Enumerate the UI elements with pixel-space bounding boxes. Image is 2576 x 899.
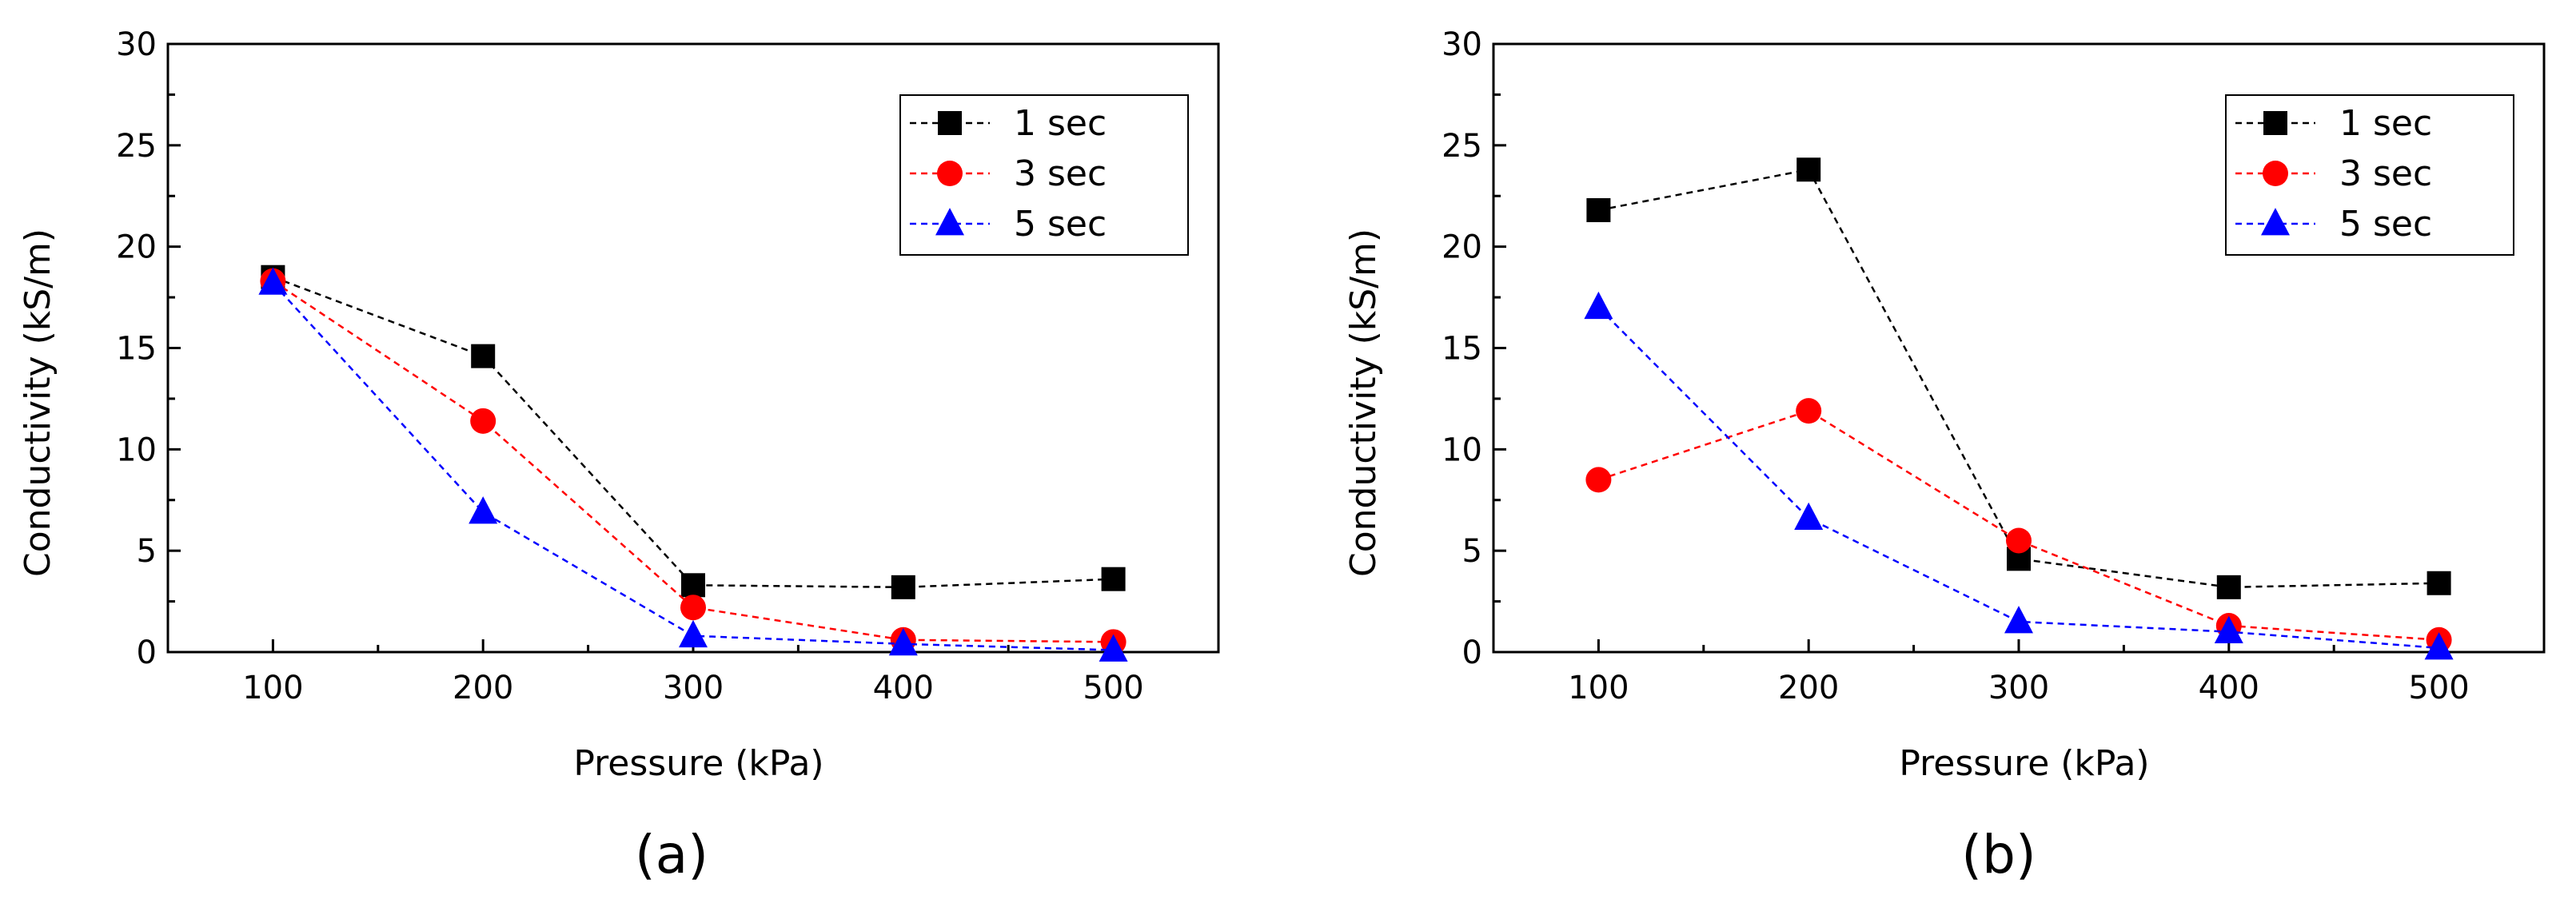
data-point-triangle xyxy=(1584,291,1613,320)
y-tick-label: 25 xyxy=(1442,128,1482,165)
y-tick-label: 5 xyxy=(137,533,157,570)
x-tick-label: 200 xyxy=(1778,670,1839,706)
panel-label: (a) xyxy=(635,824,708,885)
panel-label: (b) xyxy=(1961,824,2036,885)
legend-label: 5 sec xyxy=(1014,204,1107,245)
series-line-square xyxy=(272,276,1114,589)
data-point-triangle xyxy=(2004,606,2033,634)
series-line-circle xyxy=(1598,409,2439,642)
legend-marker-square xyxy=(2263,111,2287,135)
data-point-triangle xyxy=(2214,615,2243,644)
series-line-triangle xyxy=(1597,306,2439,650)
data-point-triangle xyxy=(258,267,288,295)
x-tick-label: 100 xyxy=(242,670,303,706)
data-point-circle xyxy=(1585,467,1612,493)
data-point-square xyxy=(891,575,915,599)
x-tick-label: 200 xyxy=(453,670,513,706)
legend-marker-square xyxy=(938,111,962,135)
x-tick-label: 300 xyxy=(663,670,724,706)
data-point-square xyxy=(2426,571,2451,595)
data-point-triangle xyxy=(469,496,498,524)
chart-panel-b: Conductivity (kS/m) Pressure (kPa) (b) 0… xyxy=(1343,26,2546,885)
x-tick-label: 100 xyxy=(1568,670,1629,706)
legend-marker-triangle xyxy=(2261,208,2290,236)
y-tick-label: 0 xyxy=(1462,634,1482,671)
y-tick-label: 20 xyxy=(116,229,157,266)
data-point-circle xyxy=(470,408,496,434)
legend-label: 1 sec xyxy=(2339,103,2432,144)
y-axis-title: Conductivity (kS/m) xyxy=(18,229,58,577)
series-line-circle xyxy=(272,280,1114,643)
data-point-square xyxy=(471,344,496,368)
data-point-triangle xyxy=(1099,634,1128,662)
x-tick-label: 500 xyxy=(2408,670,2469,706)
legend-marker-circle xyxy=(2263,161,2288,186)
x-axis-title: Pressure (kPa) xyxy=(573,743,823,784)
y-tick-label: 20 xyxy=(1442,229,1482,266)
legend-label: 1 sec xyxy=(1014,103,1107,144)
data-point-circle xyxy=(2006,527,2032,554)
y-tick-label: 15 xyxy=(1442,331,1482,368)
data-point-circle xyxy=(1796,398,1822,424)
data-point-triangle xyxy=(679,619,708,648)
data-point-square xyxy=(681,573,705,598)
data-point-square xyxy=(1101,567,1126,591)
legend-marker-circle xyxy=(937,161,963,186)
y-tick-label: 30 xyxy=(116,26,157,63)
y-tick-label: 15 xyxy=(116,331,157,368)
y-tick-label: 10 xyxy=(1442,432,1482,468)
data-point-square xyxy=(1796,157,1821,182)
x-tick-label: 400 xyxy=(873,670,934,706)
y-tick-label: 10 xyxy=(116,432,157,468)
y-tick-label: 0 xyxy=(137,634,157,671)
data-point-circle xyxy=(680,595,706,621)
y-tick-label: 5 xyxy=(1462,533,1482,570)
y-tick-label: 25 xyxy=(116,128,157,165)
data-point-triangle xyxy=(888,628,918,656)
legend-label: 3 sec xyxy=(2339,153,2432,194)
x-tick-label: 400 xyxy=(2199,670,2259,706)
x-tick-label: 500 xyxy=(1083,670,1143,706)
data-point-square xyxy=(2216,575,2241,599)
y-axis-title: Conductivity (kS/m) xyxy=(1343,229,1384,577)
data-point-triangle xyxy=(2424,632,2454,660)
legend-marker-triangle xyxy=(935,208,964,236)
y-tick-label: 30 xyxy=(1442,26,1482,63)
legend-label: 3 sec xyxy=(1014,153,1107,194)
x-axis-title: Pressure (kPa) xyxy=(1899,743,2149,784)
data-point-triangle xyxy=(1794,502,1824,530)
legend-label: 5 sec xyxy=(2339,204,2432,245)
data-point-square xyxy=(1586,198,1611,223)
x-tick-label: 300 xyxy=(1988,670,2049,706)
chart-panel-a: Conductivity (kS/m) Pressure (kPa) (a) 0… xyxy=(18,26,1220,885)
